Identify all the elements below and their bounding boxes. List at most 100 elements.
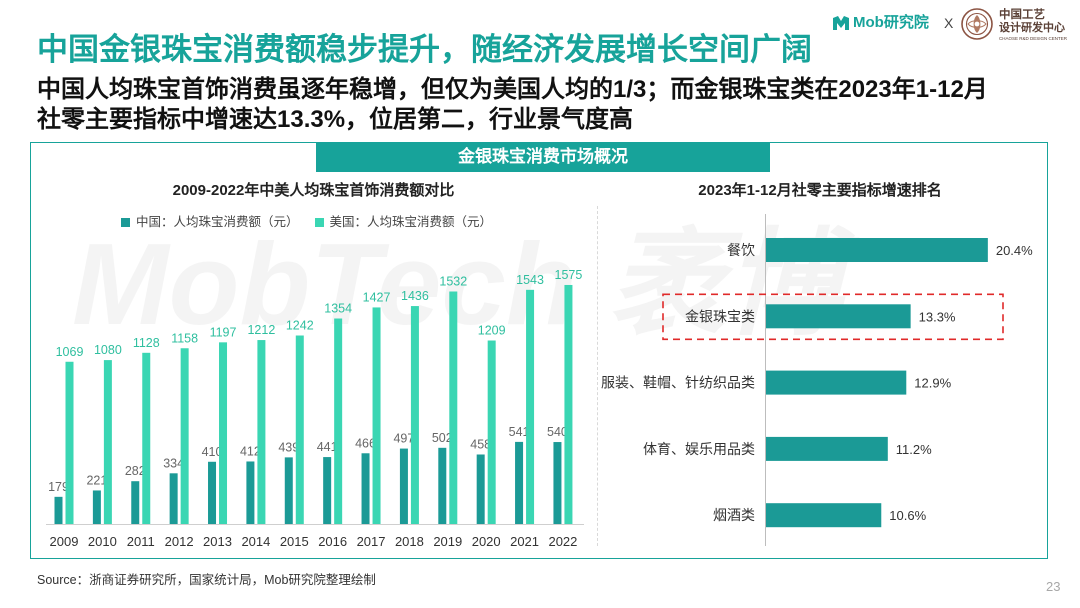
year-tick-label: 2021 — [510, 534, 539, 549]
chart-divider — [597, 206, 598, 546]
growth-bar — [766, 436, 888, 461]
category-label: 服装、鞋帽、针纺织品类 — [601, 375, 755, 391]
us-value-label: 1212 — [247, 323, 275, 337]
mob-logo-icon — [833, 16, 849, 30]
us-bar-2014 — [257, 340, 266, 524]
us-value-label: 1543 — [516, 273, 544, 287]
growth-value-label: 12.9% — [914, 376, 951, 391]
legend-swatch-china — [121, 217, 130, 227]
page-number: 23 — [1046, 579, 1061, 594]
us-value-label: 1532 — [439, 274, 467, 288]
per-capita-jewelry-bar-chart: 179 1069 2009 221 1080 2010 282 1128 2011 334 1158… — [46, 268, 584, 549]
us-value-label: 1354 — [324, 302, 352, 316]
year-tick-label: 2012 — [165, 534, 194, 549]
china-value-label: 466 — [355, 436, 376, 450]
logo-separator: X — [944, 15, 954, 31]
year-tick-label: 2010 — [88, 534, 117, 549]
china-bar-2018 — [399, 448, 408, 524]
year-tick-label: 2020 — [472, 534, 501, 549]
china-bar-2012 — [169, 473, 178, 524]
us-bar-2018 — [410, 306, 419, 524]
left-chart-title: 2009-2022年中美人均珠宝首饰消费额对比 — [172, 182, 455, 199]
china-value-label: 540 — [547, 425, 568, 439]
china-value-label: 458 — [470, 437, 491, 451]
legend-item-china: 中国：人均珠宝消费额（元） — [121, 214, 299, 230]
us-bar-2022 — [564, 284, 573, 524]
legend-label-china: 中国：人均珠宝消费额（元） — [136, 215, 299, 229]
partner-name-line-2: 设计研发中心 — [999, 22, 1065, 34]
us-bar-2015 — [295, 335, 304, 524]
year-tick-label: 2013 — [203, 534, 232, 549]
us-bar-2011 — [142, 352, 151, 524]
growth-value-label: 20.4% — [996, 243, 1033, 258]
us-bar-2009 — [65, 361, 74, 524]
partner-name-line-1: 中国工艺 — [999, 9, 1045, 21]
china-bar-2009 — [54, 496, 63, 524]
growth-bar — [766, 304, 911, 329]
growth-bar — [766, 238, 988, 262]
us-value-label: 1128 — [133, 336, 160, 350]
category-label: 金银珠宝类 — [685, 308, 755, 324]
category-label: 烟酒类 — [713, 507, 755, 523]
category-label: 体育、娱乐用品类 — [643, 441, 755, 457]
us-bar-2021 — [526, 289, 535, 524]
right-chart-title: 2023年1-12月社零主要指标增速排名 — [698, 182, 942, 199]
china-value-label: 502 — [432, 431, 453, 445]
partner-emblem-icon — [961, 8, 993, 40]
category-label: 餐饮 — [727, 242, 755, 258]
year-tick-label: 2022 — [548, 534, 577, 549]
china-bar-2011 — [131, 481, 140, 524]
us-bar-2010 — [103, 360, 112, 524]
us-value-label: 1197 — [210, 325, 237, 339]
china-value-label: 439 — [278, 440, 299, 454]
year-tick-label: 2015 — [280, 534, 309, 549]
us-value-label: 1069 — [56, 345, 84, 359]
page-title: 中国金银珠宝消费额稳步提升，随经济发展增长空间广阔 — [37, 32, 812, 67]
china-bar-2015 — [284, 457, 293, 524]
china-bar-2017 — [361, 453, 370, 524]
partner-name-english: CHAOSE R&D DESIGN CENTER — [999, 36, 1068, 41]
china-value-label: 541 — [509, 425, 530, 439]
china-value-label: 221 — [86, 473, 107, 487]
retail-growth-ranking-bar-chart: 餐饮 20.4% 金银珠宝类 13.3% 服装、鞋帽、针纺织品类 12.9% 体育、娱乐用品… — [601, 214, 1033, 546]
legend-label-us: 美国：人均珠宝消费额（元） — [329, 215, 493, 229]
china-value-label: 441 — [317, 440, 338, 454]
china-bar-2021 — [515, 441, 524, 524]
legend-swatch-us — [314, 217, 324, 227]
us-bar-2020 — [487, 340, 496, 524]
china-bar-2020 — [476, 454, 485, 524]
china-bar-2022 — [553, 442, 562, 524]
us-bar-2017 — [372, 307, 381, 524]
year-tick-label: 2019 — [433, 534, 462, 549]
china-bar-2016 — [323, 457, 332, 524]
us-bar-2016 — [334, 318, 343, 524]
us-value-label: 1427 — [363, 290, 391, 304]
us-bar-2013 — [219, 342, 228, 524]
growth-value-label: 10.6% — [889, 508, 926, 523]
section-header: 金银珠宝消费市场概况 — [316, 142, 770, 172]
china-value-label: 334 — [163, 456, 184, 470]
subtitle-line-1: 中国人均珠宝首饰消费虽逐年稳增，但仅为美国人均的1/3；而金银珠宝类在2023年… — [37, 76, 988, 103]
china-value-label: 179 — [48, 480, 69, 494]
us-value-label: 1436 — [401, 289, 429, 303]
year-tick-label: 2009 — [50, 534, 79, 549]
china-bar-2013 — [208, 461, 217, 524]
us-value-label: 1242 — [286, 319, 314, 333]
highlight-dashed-box — [662, 293, 1004, 341]
year-tick-label: 2016 — [318, 534, 347, 549]
year-tick-label: 2017 — [357, 534, 386, 549]
china-bar-2010 — [92, 490, 101, 524]
year-tick-label: 2011 — [127, 534, 155, 549]
growth-value-label: 11.2% — [896, 442, 932, 457]
china-value-label: 410 — [202, 445, 223, 459]
legend-item-us: 美国：人均珠宝消费额（元） — [314, 214, 493, 230]
mob-brand-name: Mob研究院 — [853, 14, 929, 31]
us-value-label: 1080 — [94, 343, 122, 357]
year-tick-label: 2014 — [241, 534, 270, 549]
source-note: Source：浙商证券研究所，国家统计局，Mob研究院整理绘制 — [37, 573, 376, 587]
growth-value-label: 13.3% — [919, 309, 956, 324]
us-value-label: 1158 — [171, 331, 198, 345]
growth-bar — [766, 370, 907, 395]
chart-legend: 中国：人均珠宝消费额（元） 美国：人均珠宝消费额（元） — [121, 214, 492, 230]
